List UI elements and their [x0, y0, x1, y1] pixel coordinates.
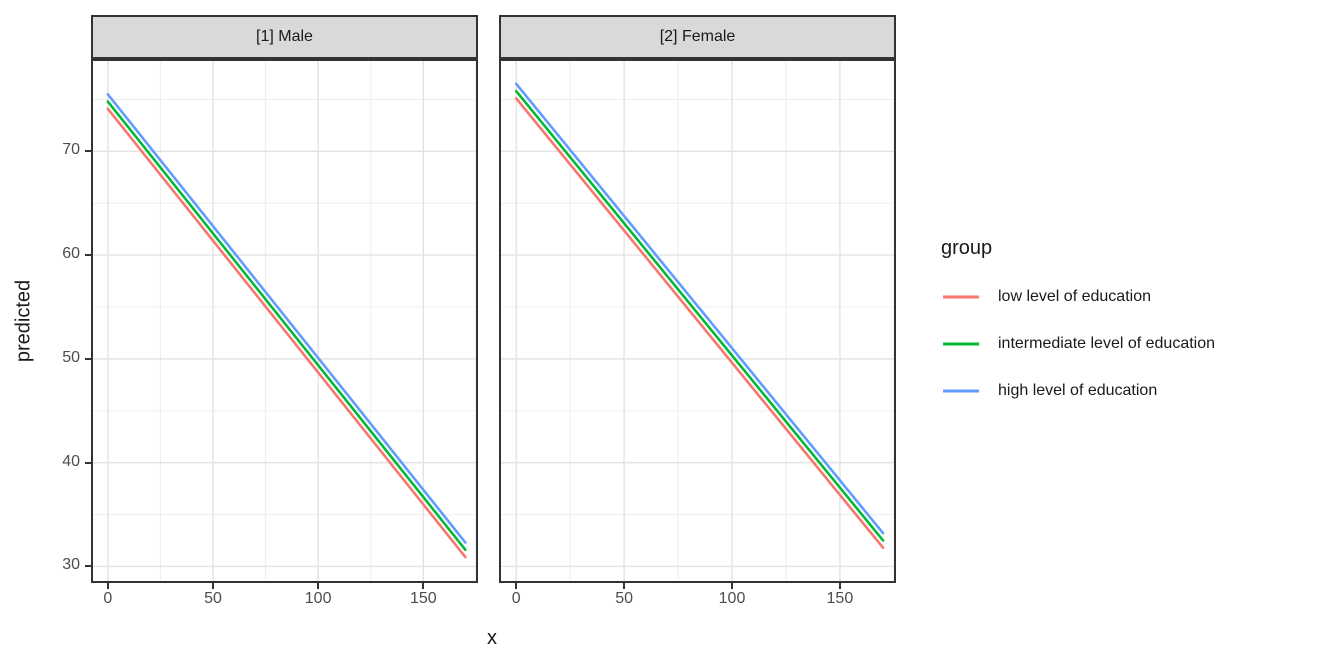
y-tick-mark [85, 254, 91, 257]
y-tick-label: 60 [62, 245, 80, 263]
x-tick-mark [838, 583, 841, 589]
x-tick-mark [422, 583, 425, 589]
x-tick-label: 50 [615, 590, 634, 607]
legend: group low level of education intermediat… [941, 234, 1215, 426]
x-tick-label: 150 [826, 590, 854, 607]
x-tick-mark [211, 583, 214, 589]
x-tick-mark [317, 583, 320, 589]
legend-label-intermediate: intermediate level of education [998, 335, 1216, 352]
x-tick-mark [106, 583, 109, 589]
panel-female [499, 59, 896, 583]
x-tick-label: 150 [409, 590, 437, 607]
facet-strip-male: [1] Male [91, 15, 478, 59]
y-tick-label: 70 [62, 141, 80, 159]
legend-key-line-intermediate [943, 342, 979, 346]
y-tick-mark [85, 357, 91, 360]
x-tick-mark [515, 583, 518, 589]
x-tick-label: 100 [718, 590, 746, 607]
legend-key-line-high [943, 389, 979, 393]
legend-item-low: low level of education [941, 285, 1215, 309]
x-tick-label: 100 [304, 590, 332, 607]
x-tick-mark [731, 583, 734, 589]
y-tick-label: 30 [62, 556, 80, 574]
legend-label-low: low level of education [998, 288, 1151, 305]
facet-strip-female: [2] Female [499, 15, 896, 59]
legend-item-high: high level of education [941, 379, 1215, 403]
y-tick-mark [85, 565, 91, 568]
x-axis-title: x [487, 627, 497, 649]
panel-male [91, 59, 478, 583]
x-tick-label: 0 [511, 590, 521, 607]
legend-key-line-low [943, 295, 979, 299]
y-tick-label: 40 [62, 452, 80, 470]
x-tick-label: 50 [204, 590, 222, 607]
facet-strip-male-label: [1] Male [256, 28, 313, 45]
y-tick-mark [85, 150, 91, 153]
x-tick-mark [623, 583, 626, 589]
legend-label-high: high level of education [998, 382, 1158, 399]
x-tick-label: 0 [103, 590, 113, 607]
facet-strip-female-label: [2] Female [659, 28, 736, 45]
y-tick-mark [85, 461, 91, 464]
legend-title: group [941, 237, 993, 259]
legend-item-intermediate: intermediate level of education [941, 332, 1215, 356]
y-tick-label: 50 [62, 348, 80, 366]
